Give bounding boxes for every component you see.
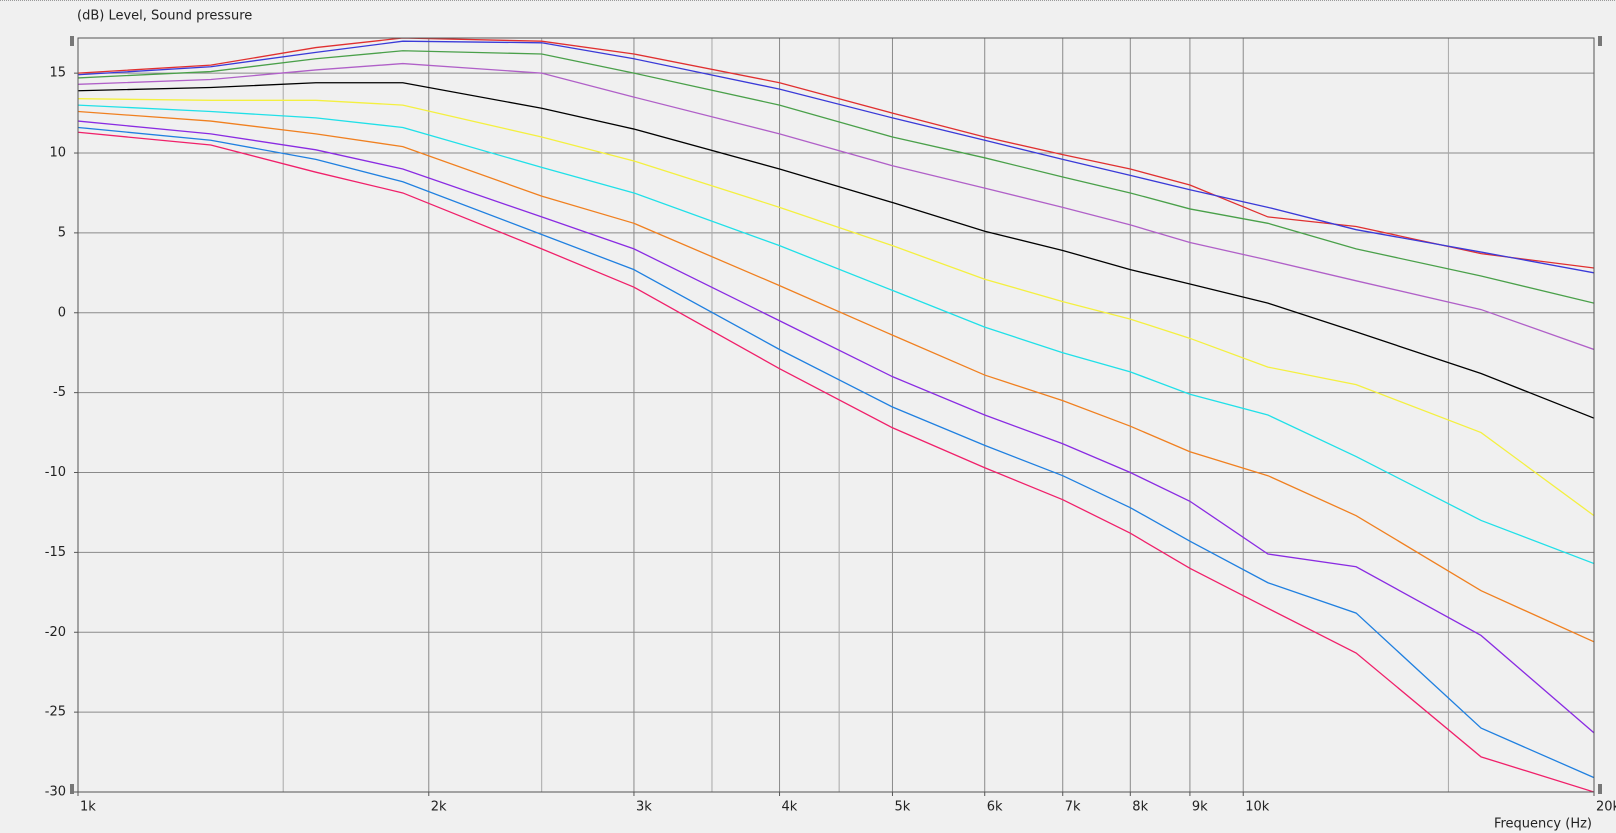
lines [78, 38, 1594, 792]
plot-frame [77, 37, 1595, 793]
y-tick-label: 15 [49, 66, 66, 81]
y-tick-label: -5 [53, 385, 66, 400]
handle [70, 36, 74, 46]
series-line [78, 38, 1594, 269]
series-line [78, 98, 1594, 517]
x-axis-label: Frequency (Hz) [1494, 817, 1592, 832]
x-tick-label: 8k [1132, 800, 1148, 815]
y-tick-label: -25 [45, 705, 66, 720]
y-tick-label: -15 [45, 545, 66, 560]
series-line [78, 131, 1594, 792]
grid: -30 -25 -20 -15 -10 -5 0 5 10 15 1k 2k 3k 4k 5k 6k 7k 8k 9… [45, 38, 1616, 815]
x-tick-label: 3k [636, 800, 652, 815]
x-tick-label: 2k [431, 800, 447, 815]
handle [70, 784, 74, 794]
handle [1598, 784, 1602, 794]
y-tick-label: 10 [49, 146, 66, 161]
x-tick-label: 4k [782, 800, 798, 815]
x-tick-label: 7k [1065, 800, 1081, 815]
y-tick-label: -30 [45, 785, 66, 800]
y-tick-label: 5 [58, 225, 66, 240]
series-line [78, 126, 1594, 779]
y-tick-label: -20 [45, 625, 66, 640]
x-tick-label: 9k [1192, 800, 1208, 815]
handle [1598, 36, 1602, 46]
series-line [78, 120, 1594, 734]
x-tick-label: 20k [1596, 800, 1616, 815]
x-tick-label: 10k [1245, 800, 1270, 815]
y-tick-label: -10 [45, 465, 66, 480]
series-line [78, 40, 1594, 274]
x-tick-label: 6k [987, 800, 1003, 815]
x-tick-label: 5k [894, 800, 910, 815]
series-line [78, 62, 1594, 351]
series-line [78, 110, 1594, 643]
chart-title: (dB) Level, Sound pressure [77, 9, 252, 24]
y-tick-label: 0 [58, 305, 66, 320]
series-line [78, 50, 1594, 304]
series-line [78, 104, 1594, 565]
series-line [78, 82, 1594, 419]
x-tick-label: 1k [80, 800, 96, 815]
